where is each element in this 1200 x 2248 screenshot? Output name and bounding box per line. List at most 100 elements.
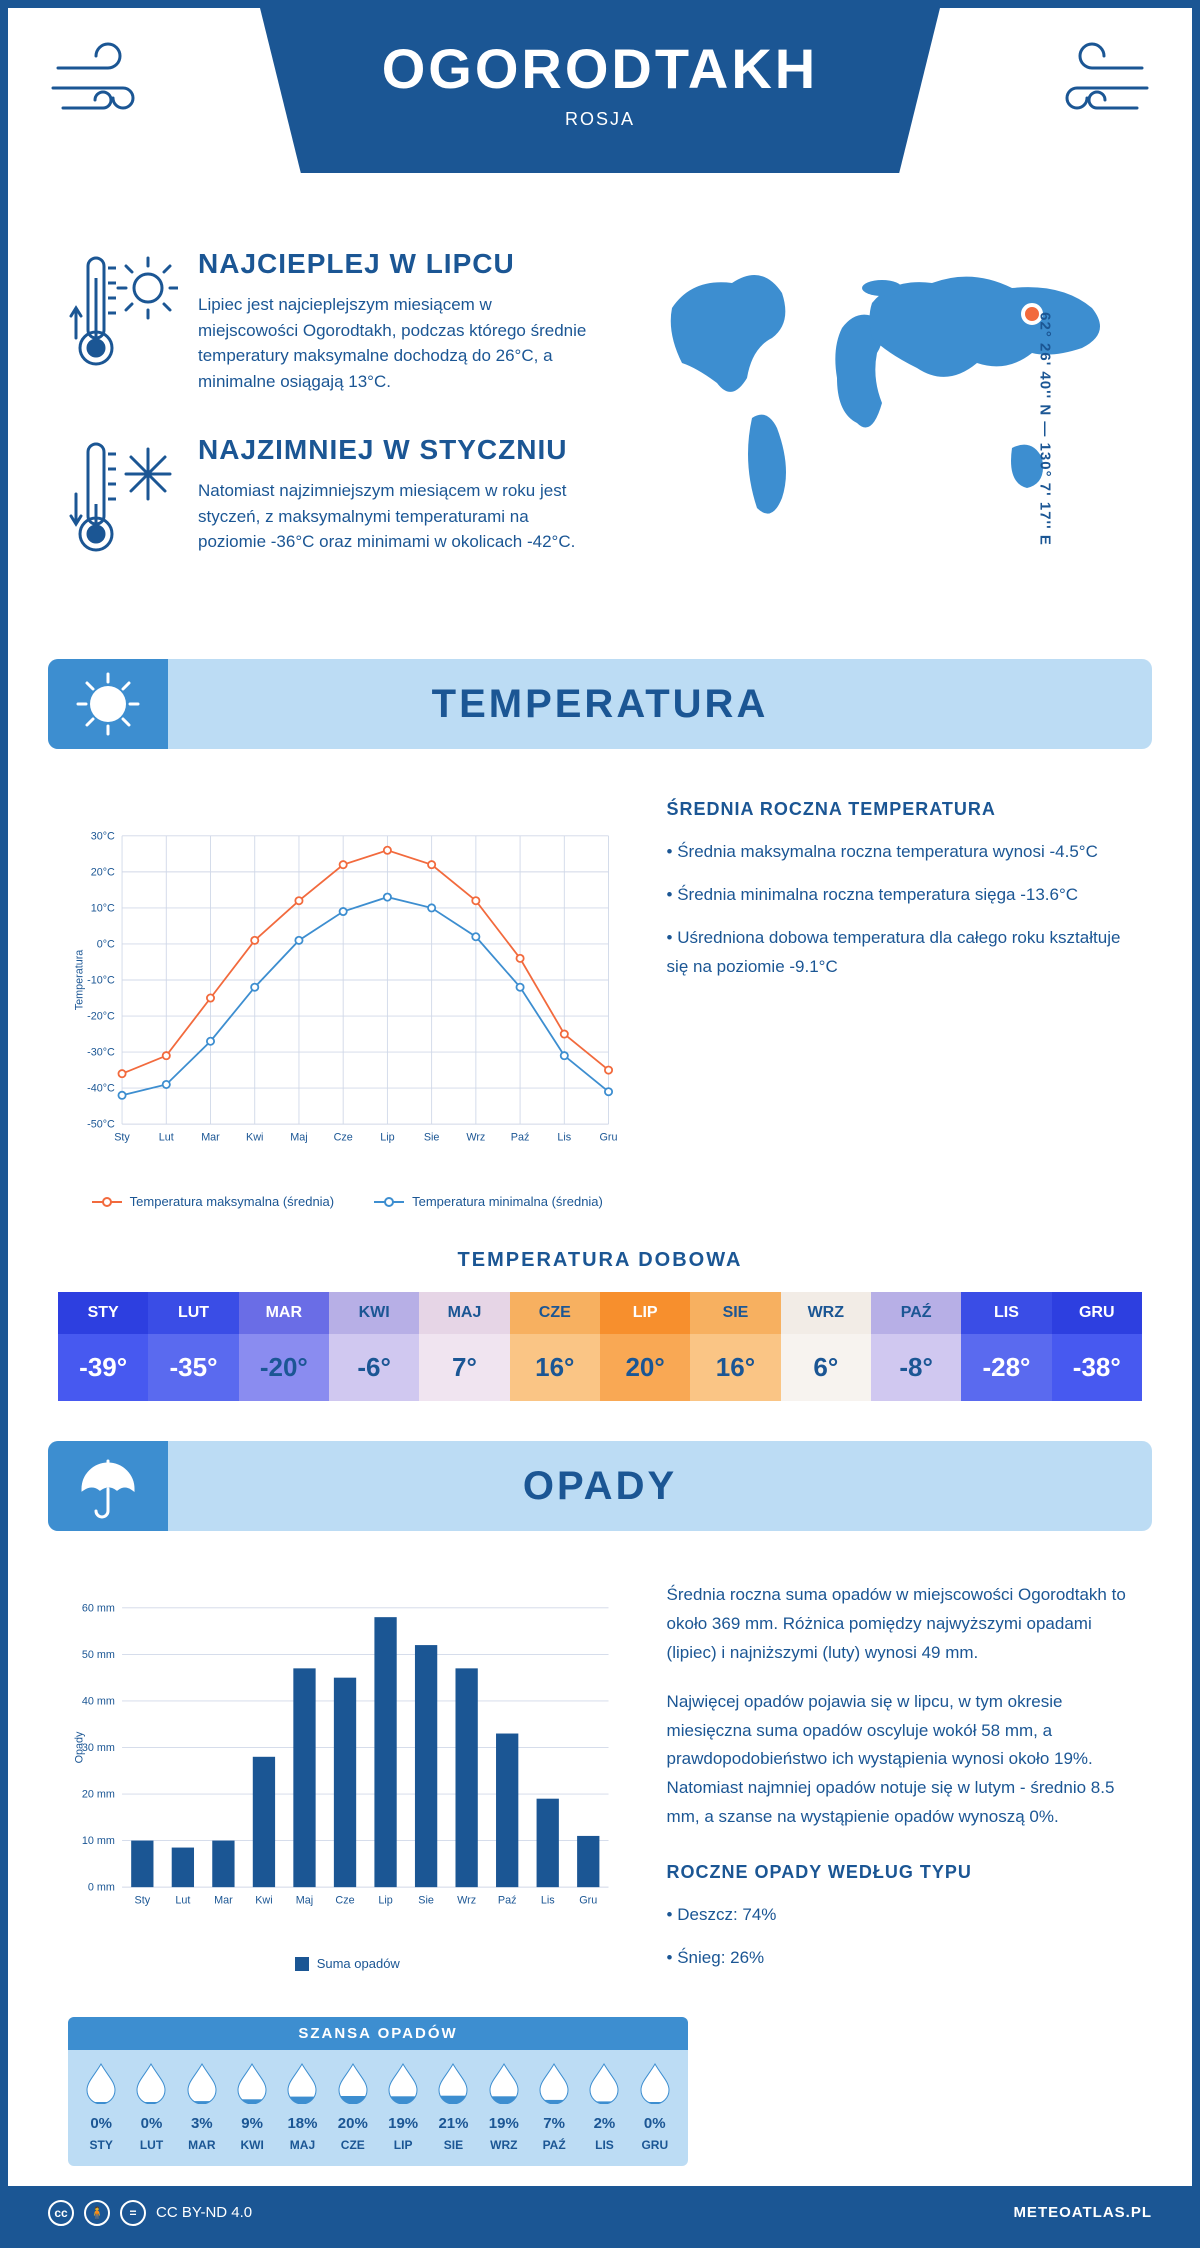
temperature-section-header: TEMPERATURA [48, 659, 1152, 749]
svg-text:Lut: Lut [159, 1131, 174, 1143]
coldest-text: Natomiast najzimniejszym miesiącem w rok… [198, 478, 592, 555]
world-map: 62° 26' 40'' N — 130° 7' 17'' E [632, 248, 1132, 609]
umbrella-icon [48, 1441, 168, 1531]
footer: cc 🧍 = CC BY-ND 4.0 METEOATLAS.PL [8, 2186, 1192, 2240]
daily-col: WRZ 6° [781, 1292, 871, 1401]
warmest-text: Lipiec jest najcieplejszym miesiącem w m… [198, 292, 592, 394]
nd-icon: = [120, 2200, 146, 2226]
svg-text:Lis: Lis [557, 1131, 571, 1143]
daily-col: LIS -28° [961, 1292, 1051, 1401]
wind-icon [1042, 38, 1152, 144]
precip-by-type: • Deszcz: 74%• Śnieg: 26% [667, 1901, 1132, 1973]
svg-text:Kwi: Kwi [255, 1894, 272, 1906]
svg-text:Mar: Mar [214, 1894, 233, 1906]
chance-col: 9% KWI [227, 2062, 277, 2152]
by-icon: 🧍 [84, 2200, 110, 2226]
precip-text: Średnia roczna suma opadów w miejscowośc… [667, 1581, 1132, 1832]
precip-bar-chart: 0 mm10 mm20 mm30 mm40 mm50 mm60 mmStyLut… [68, 1581, 627, 1987]
daily-col: MAR -20° [239, 1292, 329, 1401]
page-subtitle: ROSJA [260, 109, 940, 130]
thermometer-sun-icon [68, 248, 178, 394]
svg-text:Maj: Maj [290, 1131, 307, 1143]
daily-col: SIE 16° [690, 1292, 780, 1401]
chance-col: 0% STY [76, 2062, 126, 2152]
chance-col: 7% PAŹ [529, 2062, 579, 2152]
svg-text:-30°C: -30°C [87, 1047, 115, 1059]
svg-text:20 mm: 20 mm [82, 1789, 115, 1801]
avg-temp-bullets: • Średnia maksymalna roczna temperatura … [667, 838, 1132, 982]
svg-text:Sie: Sie [418, 1894, 434, 1906]
chance-col: 2% LIS [579, 2062, 629, 2152]
svg-text:Kwi: Kwi [246, 1131, 263, 1143]
warmest-heading: NAJCIEPLEJ W LIPCU [198, 248, 592, 280]
thermometer-snow-icon [68, 434, 178, 569]
infographic-page: OGORODTAKH ROSJA NAJCIEPLEJ W LIPCU Lipi… [0, 0, 1200, 2248]
chance-col: 0% LUT [126, 2062, 176, 2152]
svg-text:Lip: Lip [378, 1894, 392, 1906]
svg-text:40 mm: 40 mm [82, 1696, 115, 1708]
svg-text:Gru: Gru [600, 1131, 618, 1143]
svg-text:Opady: Opady [73, 1731, 85, 1763]
chance-col: 21% SIE [428, 2062, 478, 2152]
chance-col: 18% MAJ [277, 2062, 327, 2152]
svg-text:Maj: Maj [296, 1894, 313, 1906]
daily-col: LIP 20° [600, 1292, 690, 1401]
svg-text:Cze: Cze [335, 1894, 354, 1906]
svg-text:Lis: Lis [541, 1894, 555, 1906]
svg-text:-20°C: -20°C [87, 1011, 115, 1023]
svg-text:Lip: Lip [380, 1131, 394, 1143]
intro-section: NAJCIEPLEJ W LIPCU Lipiec jest najcieple… [8, 208, 1192, 639]
svg-text:60 mm: 60 mm [82, 1602, 115, 1614]
svg-text:20°C: 20°C [91, 866, 115, 878]
precip-legend-label: Suma opadów [317, 1956, 400, 1971]
svg-text:-10°C: -10°C [87, 975, 115, 987]
precip-section-header: OPADY [48, 1441, 1152, 1531]
page-title: OGORODTAKH [260, 36, 940, 101]
daily-col: CZE 16° [510, 1292, 600, 1401]
avg-temp-heading: ŚREDNIA ROCZNA TEMPERATURA [667, 799, 1132, 820]
svg-text:-40°C: -40°C [87, 1083, 115, 1095]
coldest-block: NAJZIMNIEJ W STYCZNIU Natomiast najzimni… [68, 434, 592, 569]
header-banner: OGORODTAKH ROSJA [260, 8, 940, 173]
precip-title: OPADY [523, 1464, 677, 1509]
daily-col: STY -39° [58, 1292, 148, 1401]
svg-text:Gru: Gru [579, 1894, 597, 1906]
svg-text:30°C: 30°C [91, 830, 115, 842]
svg-text:50 mm: 50 mm [82, 1649, 115, 1661]
svg-text:30 mm: 30 mm [82, 1742, 115, 1754]
svg-text:10 mm: 10 mm [82, 1835, 115, 1847]
daily-col: KWI -6° [329, 1292, 419, 1401]
svg-text:Paź: Paź [498, 1894, 517, 1906]
daily-temp-table: STY -39° LUT -35° MAR -20° KWI -6° MAJ 7… [58, 1292, 1142, 1401]
license-text: CC BY-ND 4.0 [156, 2204, 252, 2221]
daily-col: PAŹ -8° [871, 1292, 961, 1401]
svg-text:Sie: Sie [424, 1131, 440, 1143]
chance-col: 0% GRU [630, 2062, 680, 2152]
temperature-title: TEMPERATURA [432, 682, 769, 727]
svg-text:Mar: Mar [201, 1131, 220, 1143]
chance-col: 3% MAR [177, 2062, 227, 2152]
svg-text:Temperatura: Temperatura [73, 950, 85, 1011]
coordinates: 62° 26' 40'' N — 130° 7' 17'' E [1037, 312, 1054, 546]
svg-text:0 mm: 0 mm [88, 1882, 115, 1894]
svg-text:Wrz: Wrz [457, 1894, 476, 1906]
header: OGORODTAKH ROSJA [8, 8, 1192, 208]
temperature-legend: .legend-sw[style*='#f26a3d']::after{bord… [68, 1194, 627, 1209]
daily-col: MAJ 7° [419, 1292, 509, 1401]
daily-col: GRU -38° [1052, 1292, 1142, 1401]
svg-text:Paź: Paź [511, 1131, 530, 1143]
chance-col: 19% WRZ [479, 2062, 529, 2152]
wind-icon [48, 38, 158, 144]
daily-col: LUT -35° [148, 1292, 238, 1401]
coldest-heading: NAJZIMNIEJ W STYCZNIU [198, 434, 592, 466]
svg-text:Sty: Sty [114, 1131, 130, 1143]
warmest-block: NAJCIEPLEJ W LIPCU Lipiec jest najcieple… [68, 248, 592, 394]
sun-icon [48, 659, 168, 749]
svg-text:-50°C: -50°C [87, 1119, 115, 1131]
cc-icon: cc [48, 2200, 74, 2226]
svg-text:10°C: 10°C [91, 903, 115, 915]
svg-text:Sty: Sty [135, 1894, 151, 1906]
chance-col: 19% LIP [378, 2062, 428, 2152]
svg-text:0°C: 0°C [97, 939, 115, 951]
precip-chance-title: SZANSA OPADÓW [68, 2017, 688, 2050]
